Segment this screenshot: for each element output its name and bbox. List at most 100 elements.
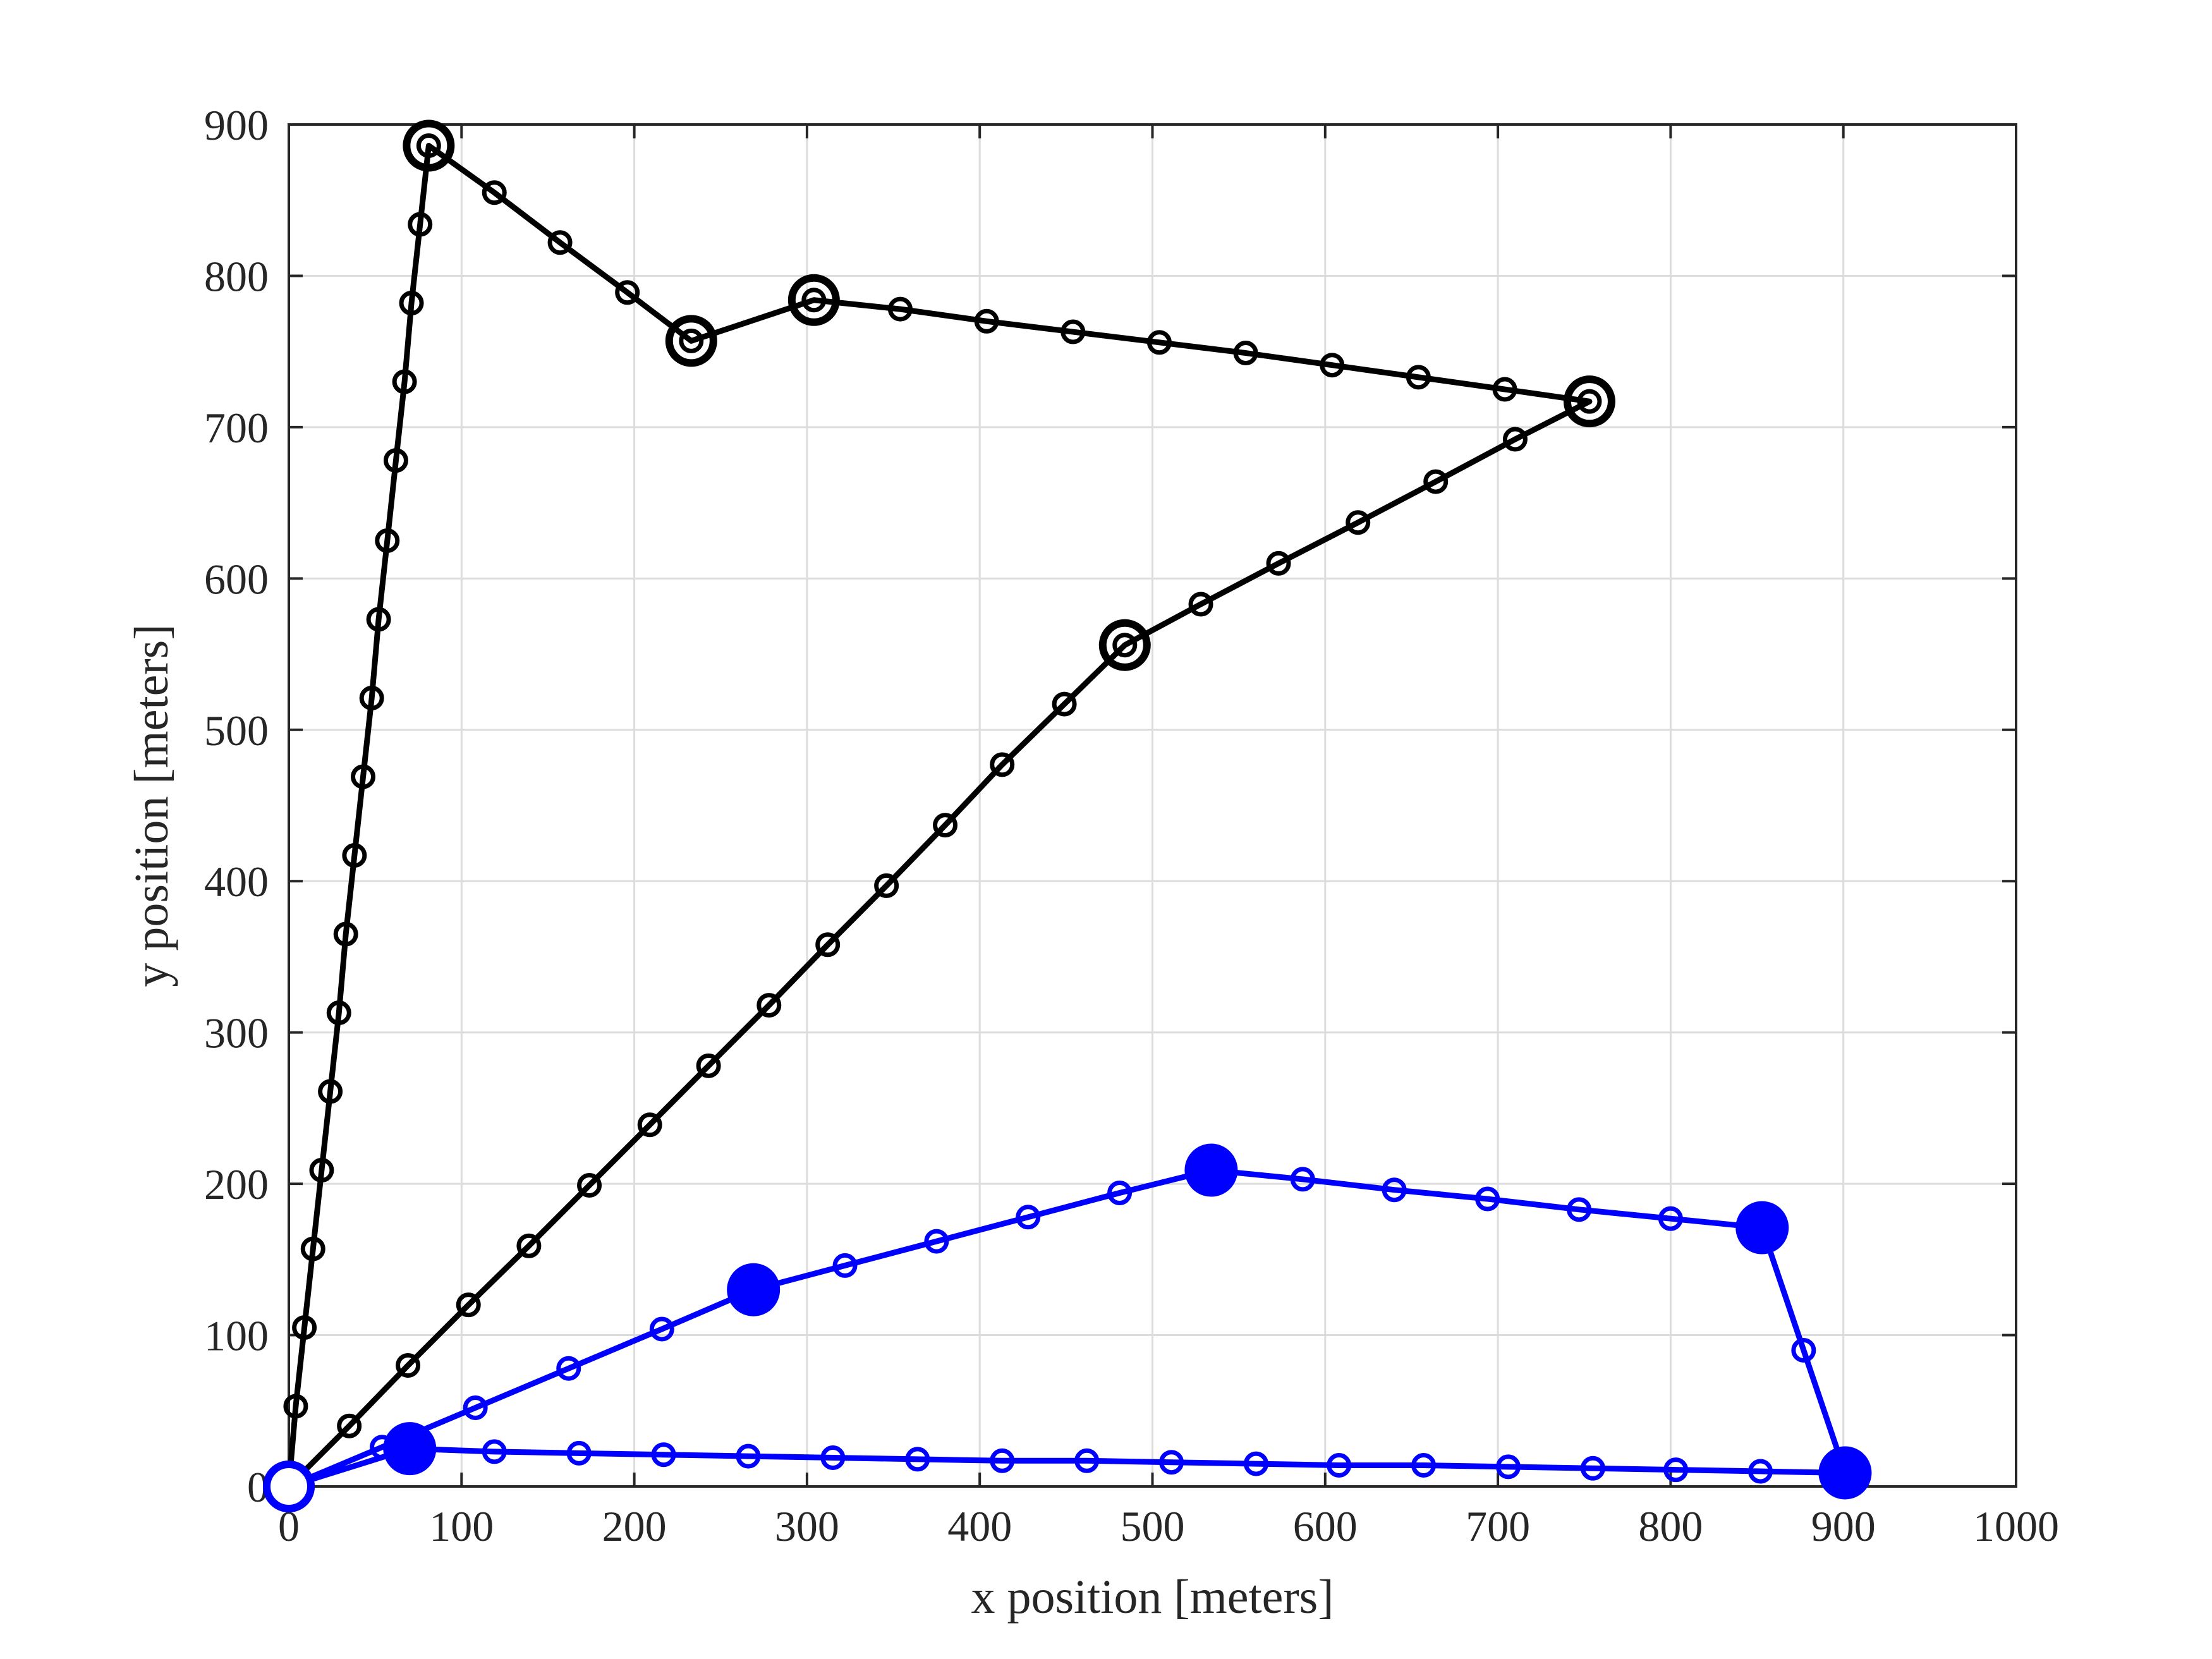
series-2-point bbox=[1411, 1452, 1437, 1478]
series-1-point bbox=[416, 133, 441, 159]
series-1-point bbox=[351, 764, 376, 789]
series-1-point bbox=[342, 843, 367, 868]
series-1-point bbox=[577, 1173, 602, 1198]
series-2-point bbox=[832, 1253, 858, 1278]
x-tick-label: 400 bbox=[947, 1502, 1012, 1550]
series-1 bbox=[263, 119, 1615, 1512]
series-2-point bbox=[1243, 1451, 1268, 1476]
series-1-point bbox=[326, 1000, 351, 1026]
x-tick-label: 1000 bbox=[1973, 1502, 2059, 1550]
x-tick-label: 200 bbox=[602, 1502, 667, 1550]
series-layer bbox=[263, 119, 1872, 1512]
x-axis-label: x position [meters] bbox=[971, 1571, 1334, 1624]
series-1-point bbox=[1346, 510, 1371, 535]
series-1-point bbox=[1233, 341, 1258, 366]
series-2-point bbox=[566, 1440, 592, 1466]
series-2 bbox=[263, 1143, 1872, 1512]
series-1-point bbox=[337, 1413, 362, 1438]
y-tick-label: 600 bbox=[204, 555, 269, 603]
series-1-point bbox=[318, 1079, 343, 1104]
series-1-point bbox=[1266, 550, 1291, 576]
series-1-point bbox=[482, 180, 507, 205]
series-1-point bbox=[300, 1236, 325, 1261]
series-2-point bbox=[1580, 1455, 1605, 1481]
series-1-waypoint-marker bbox=[1098, 619, 1151, 671]
y-tick-label: 100 bbox=[204, 1312, 269, 1360]
series-2-point bbox=[1748, 1459, 1773, 1484]
x-tick-label: 800 bbox=[1638, 1502, 1703, 1550]
series-2-point bbox=[1791, 1338, 1816, 1363]
y-tick-label: 900 bbox=[204, 101, 269, 149]
series-2-point bbox=[1495, 1454, 1521, 1480]
series-1-point bbox=[815, 932, 841, 957]
series-2-point bbox=[736, 1443, 761, 1469]
series-1-point bbox=[1502, 427, 1528, 452]
y-tick-label: 300 bbox=[204, 1009, 269, 1057]
series-1-point bbox=[696, 1053, 721, 1078]
series-1-point bbox=[359, 685, 384, 710]
series-1-point bbox=[974, 308, 999, 334]
series-1-waypoint-marker bbox=[403, 119, 455, 172]
series-2-point bbox=[905, 1447, 930, 1472]
series-1-point bbox=[516, 1233, 542, 1258]
y-tick-label: 500 bbox=[204, 707, 269, 755]
series-2-waypoint-marker bbox=[1735, 1201, 1789, 1255]
series-2-point bbox=[1016, 1205, 1041, 1230]
series-2-point bbox=[820, 1445, 846, 1471]
series-1-point bbox=[637, 1112, 662, 1138]
series-2-point bbox=[651, 1442, 676, 1468]
series-2-waypoint-marker bbox=[1818, 1446, 1872, 1500]
series-1-point bbox=[456, 1292, 481, 1318]
series-2-point bbox=[1663, 1457, 1689, 1483]
x-tick-label: 100 bbox=[429, 1502, 494, 1550]
series-2-point bbox=[1382, 1177, 1407, 1203]
series-1-point bbox=[990, 752, 1015, 777]
series-1-point bbox=[392, 369, 417, 394]
series-1-point bbox=[1060, 319, 1086, 344]
series-1-point bbox=[933, 813, 958, 838]
series-1-point bbox=[375, 528, 400, 553]
series-2-point bbox=[649, 1316, 674, 1342]
axis-ticks: 0 100 200 300 400 500 600 700 800 900 100001002003… bbox=[204, 101, 2059, 1550]
y-axis-label: y position [meters] bbox=[125, 624, 178, 987]
series-1-waypoint-marker bbox=[665, 315, 717, 367]
series-1-point bbox=[801, 288, 827, 313]
series-1-point bbox=[1577, 389, 1602, 414]
series-1-point bbox=[1492, 377, 1517, 402]
series-1-point bbox=[396, 1352, 421, 1378]
series-2-start-marker bbox=[263, 1461, 315, 1512]
series-1-point bbox=[283, 1394, 308, 1419]
series-1-point bbox=[1052, 691, 1077, 717]
y-tick-label: 400 bbox=[204, 858, 269, 906]
series-1-point bbox=[679, 328, 704, 353]
series-1-point bbox=[757, 993, 782, 1018]
series-1-point bbox=[1188, 592, 1213, 617]
series-1-waypoint-marker bbox=[1563, 375, 1615, 428]
series-2-point bbox=[924, 1229, 949, 1254]
series-1-point bbox=[874, 873, 899, 898]
series-1-point bbox=[1406, 365, 1431, 390]
series-2-point bbox=[1159, 1450, 1184, 1475]
y-tick-label: 200 bbox=[204, 1160, 269, 1208]
series-1-line bbox=[286, 143, 1593, 1489]
series-1-point bbox=[333, 921, 358, 947]
series-1-point bbox=[547, 230, 573, 255]
y-tick-label: 800 bbox=[204, 252, 269, 300]
x-tick-label: 600 bbox=[1293, 1502, 1358, 1550]
series-2-point bbox=[1290, 1167, 1315, 1192]
series-1-point bbox=[1320, 353, 1345, 378]
series-2-waypoint-marker bbox=[383, 1422, 437, 1476]
series-2-point bbox=[1074, 1448, 1100, 1473]
series-2-point bbox=[1327, 1452, 1352, 1478]
series-1-point bbox=[1423, 469, 1449, 494]
series-1-point bbox=[399, 291, 424, 316]
series-2-point bbox=[482, 1439, 507, 1464]
series-2-point bbox=[556, 1356, 581, 1381]
series-1-point bbox=[887, 296, 913, 322]
series-1-point bbox=[1112, 633, 1138, 658]
series-2-point bbox=[990, 1448, 1015, 1473]
x-tick-label: 900 bbox=[1811, 1502, 1876, 1550]
x-tick-label: 500 bbox=[1121, 1502, 1185, 1550]
